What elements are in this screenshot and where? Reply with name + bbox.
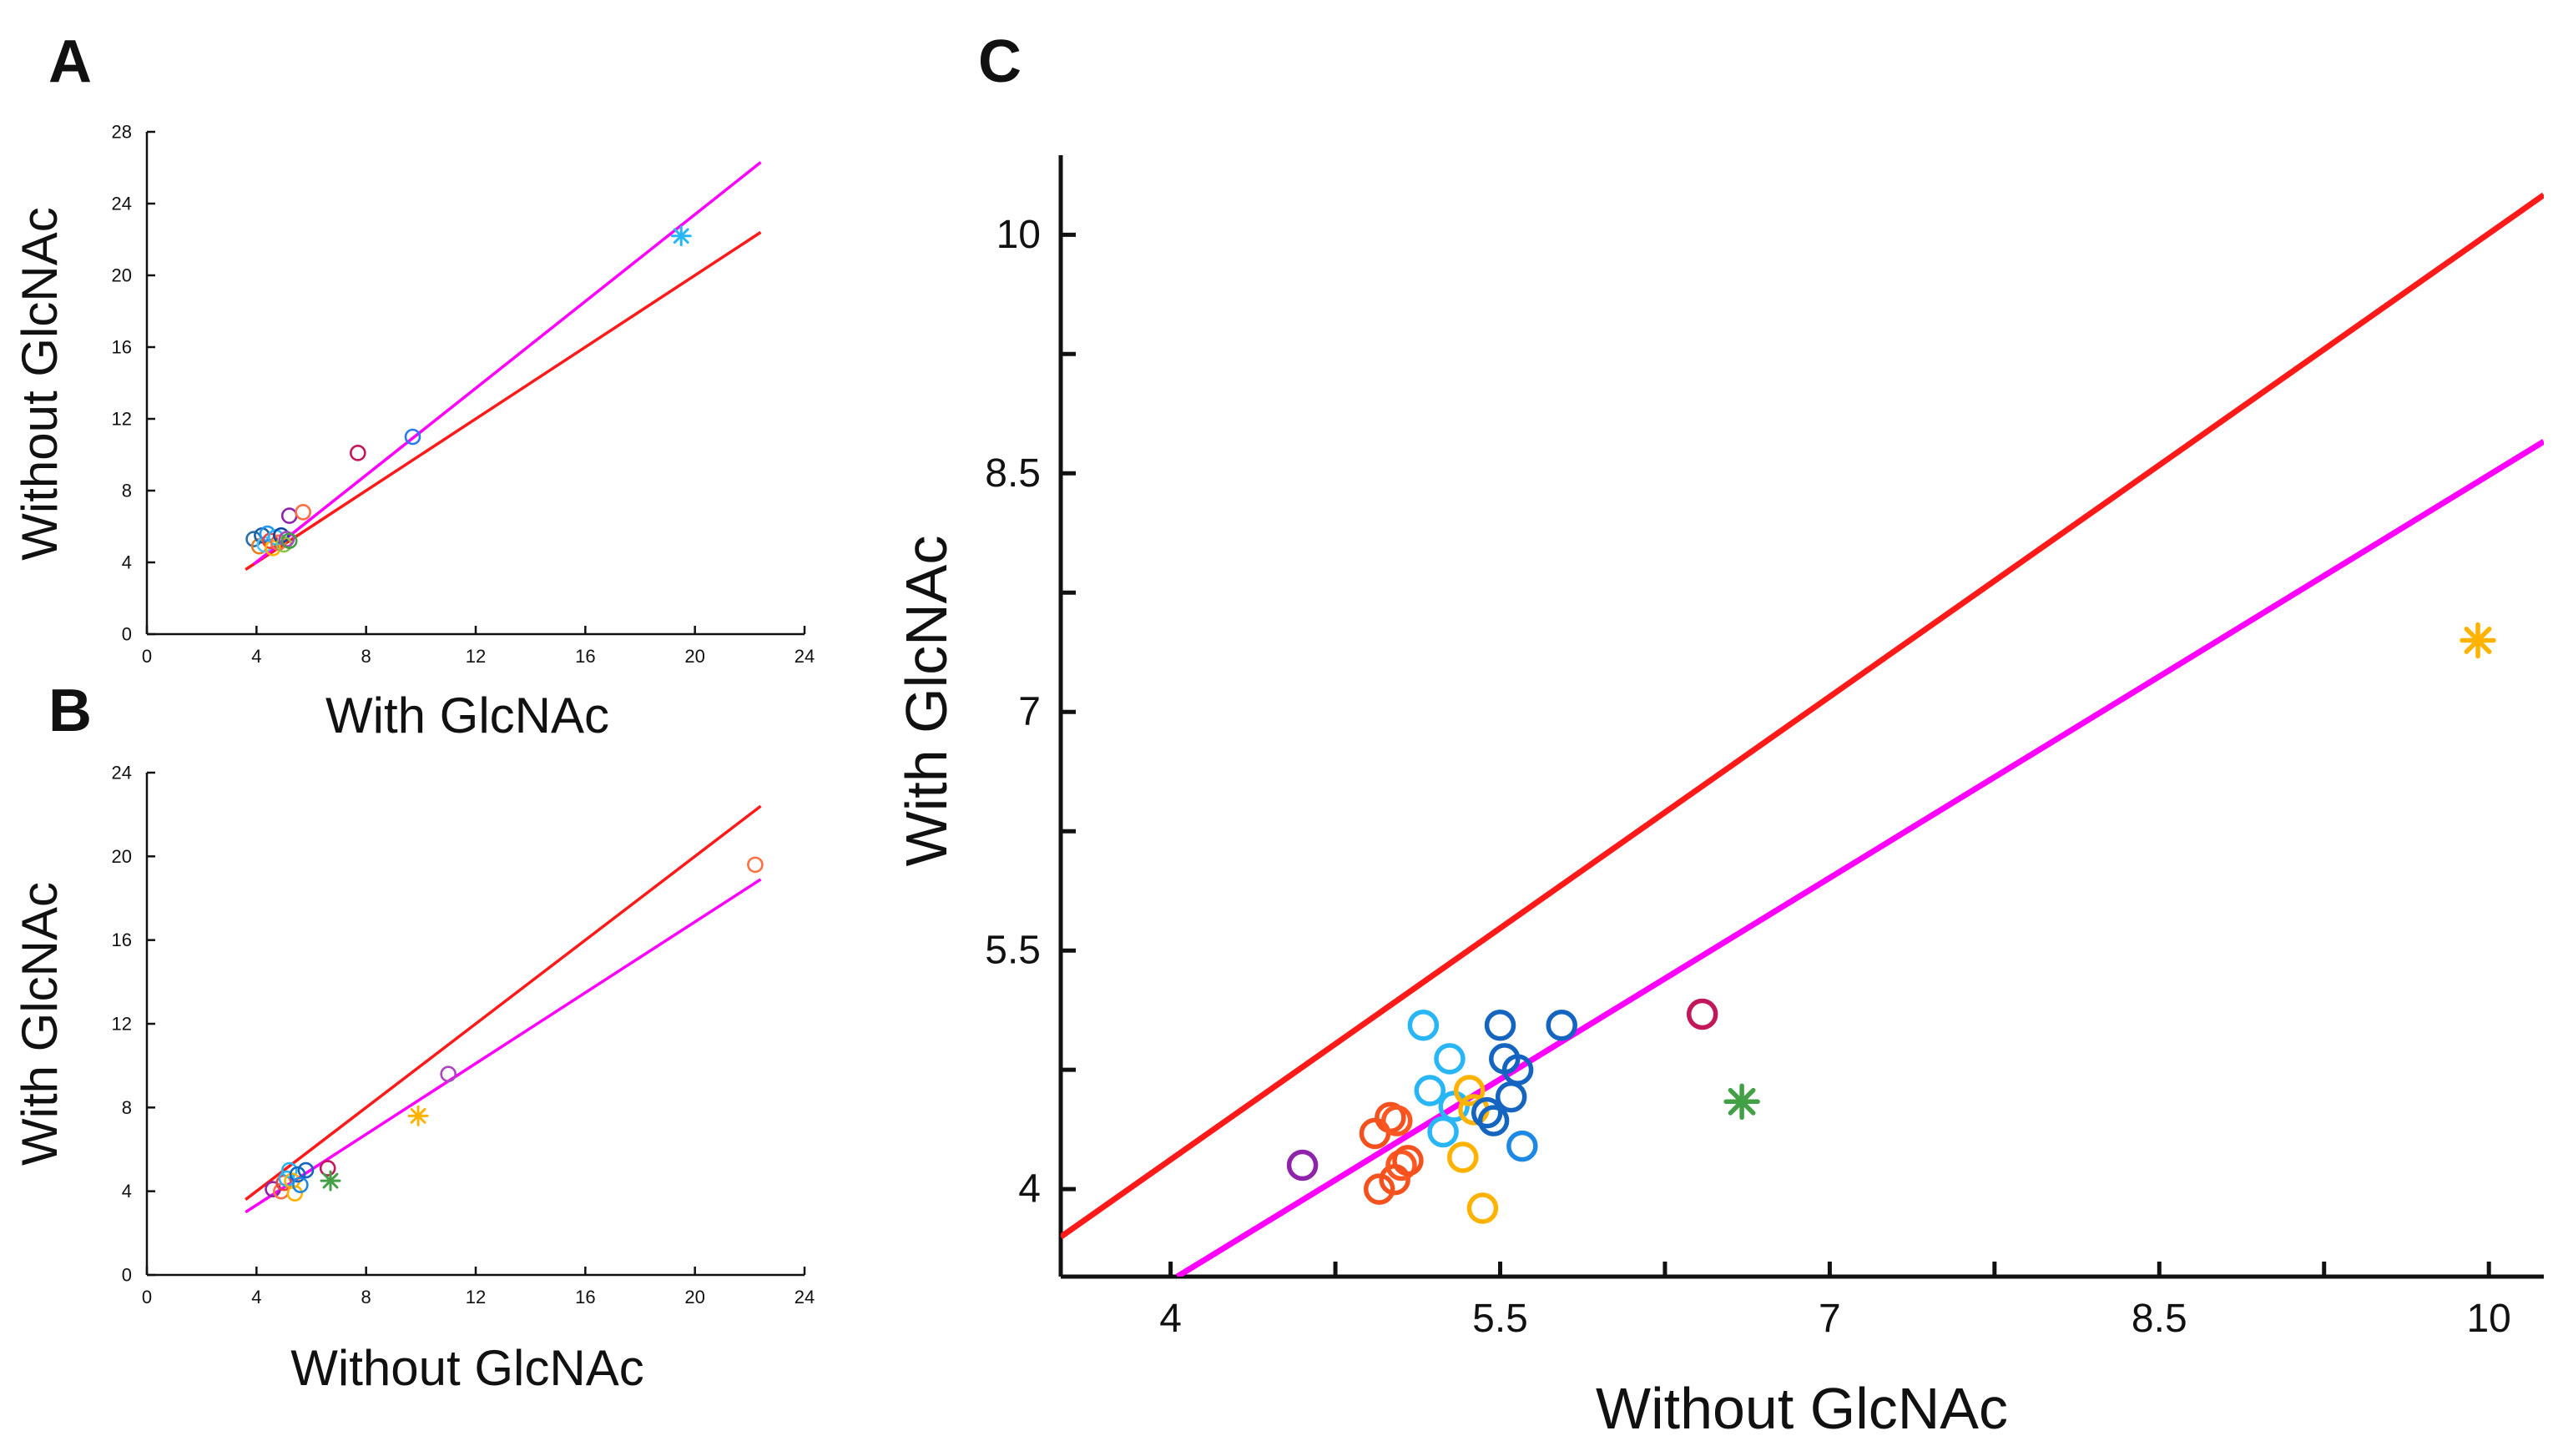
panel-b-y-tick-label: 20 bbox=[112, 846, 132, 867]
panel-a-y-tick-label: 28 bbox=[112, 122, 132, 143]
panel-c-circle-point bbox=[1506, 1130, 1538, 1162]
panel-b-y-tick-label: 4 bbox=[122, 1181, 132, 1202]
panel-a-circle-point bbox=[265, 539, 281, 557]
panel-c-circle-point bbox=[1385, 1149, 1417, 1181]
panel-c-x-tick-label: 10 bbox=[2466, 1297, 2510, 1341]
panel-letter-b: B bbox=[48, 678, 92, 744]
panel-b-red-line bbox=[245, 804, 762, 1202]
panel-c-y-tick-label: 7 bbox=[1018, 690, 1041, 734]
panel-b-star-point bbox=[320, 1170, 341, 1192]
panel-c-circle-point bbox=[1471, 1096, 1503, 1129]
panel-c-circle-point bbox=[1447, 1141, 1479, 1173]
panel-c-y-tick-label: 8.5 bbox=[985, 451, 1041, 496]
panel-a-y-tick-label: 20 bbox=[112, 265, 132, 286]
panel-c-y-tick-label: 5.5 bbox=[985, 929, 1041, 973]
panel-b-y-tick-label: 16 bbox=[112, 930, 132, 950]
panel-b-magenta-line bbox=[245, 878, 762, 1214]
panel-c-circle-point bbox=[1434, 1043, 1466, 1075]
panel-a-x-tick-label: 20 bbox=[684, 646, 704, 667]
panel-b-circle-point bbox=[747, 856, 764, 874]
panel-c-circle-point bbox=[1546, 1010, 1577, 1041]
panel-c-x-tick-label: 4 bbox=[1159, 1297, 1182, 1341]
panel-c-circle-point bbox=[1381, 1105, 1413, 1136]
panel-c-circle-point bbox=[1392, 1145, 1424, 1176]
panel-c-x-tick-label: 5.5 bbox=[1472, 1297, 1528, 1341]
panel-b-circle-point bbox=[286, 1185, 304, 1202]
panel-c-circle-point bbox=[1477, 1105, 1510, 1136]
panel-b-circle-point bbox=[289, 1166, 306, 1183]
panel-b-x-axis-title: Without GlcNAc bbox=[290, 1340, 643, 1396]
panel-a-y-axis-title: Without GlcNAc bbox=[12, 207, 68, 560]
panel-b-x-tick-label: 4 bbox=[251, 1287, 261, 1307]
panel-c-y-tick-label: 4 bbox=[1018, 1167, 1041, 1212]
panel-b-star-point bbox=[407, 1105, 429, 1126]
panel-b-x-tick-label: 24 bbox=[795, 1287, 815, 1307]
panel-a-magenta-line bbox=[252, 161, 762, 566]
panel-a-x-tick-label: 16 bbox=[575, 646, 595, 667]
panel-c-red-line bbox=[1061, 192, 2544, 1240]
panel-a-x-tick-label: 24 bbox=[795, 646, 815, 667]
panel-letter-a: A bbox=[48, 28, 92, 95]
panel-c-circle-point bbox=[1466, 1192, 1499, 1224]
panel-b-y-tick-label: 24 bbox=[112, 763, 132, 783]
panel-b-y-tick-label: 8 bbox=[122, 1097, 132, 1118]
panel-c-circle-point bbox=[1427, 1116, 1459, 1148]
panel-c-circle-point bbox=[1484, 1010, 1516, 1041]
panel-a-x-tick-label: 12 bbox=[466, 646, 486, 667]
panel-b-circle-point bbox=[319, 1160, 336, 1176]
panel-a-x-tick-label: 4 bbox=[251, 646, 261, 667]
panel-c-magenta-line bbox=[1175, 439, 2544, 1277]
panel-c-circle-point bbox=[1686, 998, 1718, 1030]
panel-a-circle-point bbox=[350, 445, 366, 461]
panel-c-scatter: 4 5.5 7 8.5 10 4 5.5 7 8.5 10 Without GlcNAc With G… bbox=[894, 155, 2544, 1441]
panel-letter-c: C bbox=[978, 28, 1022, 95]
panel-a-y-tick-label: 0 bbox=[122, 624, 132, 645]
panel-a-x-tick-label: 0 bbox=[142, 646, 152, 667]
panel-c-star-point bbox=[1723, 1083, 1760, 1121]
panel-a-red-line bbox=[245, 230, 762, 572]
panel-c-x-tick-label: 8.5 bbox=[2132, 1297, 2187, 1341]
panel-c-circle-point bbox=[1414, 1075, 1446, 1106]
panel-a-scatter: 0 4 8 12 16 20 24 0 4 8 12 16 20 24 28 With GlcNAc Witho… bbox=[12, 122, 815, 744]
panel-a-circle-point bbox=[278, 531, 295, 547]
panel-b-circle-point bbox=[292, 1176, 309, 1193]
panel-b-circle-point bbox=[440, 1066, 457, 1082]
panel-b-circle-point bbox=[280, 1161, 298, 1179]
panel-a-circle-point bbox=[280, 507, 298, 524]
panel-a-star-point bbox=[670, 225, 692, 247]
panel-a-y-tick-label: 24 bbox=[112, 194, 132, 214]
panel-a-y-tick-label: 16 bbox=[112, 337, 132, 358]
panel-a-y-tick-label: 4 bbox=[122, 552, 132, 573]
panel-a-x-tick-label: 8 bbox=[361, 646, 371, 667]
panel-a-y-tick-label: 8 bbox=[122, 481, 132, 501]
panel-c-star-point bbox=[2460, 622, 2496, 659]
panel-c-circle-point bbox=[1363, 1173, 1395, 1205]
panel-b-x-tick-label: 12 bbox=[466, 1287, 486, 1307]
panel-c-y-tick-label: 10 bbox=[996, 213, 1041, 257]
panel-b-y-axis-title: With GlcNAc bbox=[12, 882, 68, 1166]
panel-b-y-tick-label: 12 bbox=[112, 1014, 132, 1035]
panel-a-x-axis-title: With GlcNAc bbox=[325, 688, 609, 743]
panel-b-y-tick-label: 0 bbox=[122, 1265, 132, 1286]
panel-b-x-tick-label: 20 bbox=[684, 1287, 704, 1307]
panel-a-circle-point bbox=[295, 503, 311, 521]
panel-b-scatter: 0 4 8 12 16 20 24 0 4 8 12 16 20 24 Without GlcNAc With… bbox=[12, 763, 815, 1397]
panel-c-circle-point bbox=[1407, 1010, 1440, 1041]
panel-c-circle-point bbox=[1495, 1081, 1527, 1113]
panel-c-circle-point bbox=[1286, 1149, 1319, 1181]
panel-c-circle-point bbox=[1453, 1075, 1486, 1106]
panel-b-x-tick-label: 0 bbox=[142, 1287, 152, 1307]
panel-c-x-tick-label: 7 bbox=[1819, 1297, 1841, 1341]
panel-b-x-tick-label: 16 bbox=[575, 1287, 595, 1307]
panel-c-circle-point bbox=[1501, 1054, 1534, 1086]
panel-b-x-tick-label: 8 bbox=[361, 1287, 371, 1307]
panel-a-circle-point bbox=[404, 428, 421, 446]
panel-c-x-axis-title: Without GlcNAc bbox=[1596, 1376, 2008, 1441]
panel-a-y-tick-label: 12 bbox=[112, 409, 132, 430]
panel-b-circle-point bbox=[297, 1161, 315, 1179]
panel-c-y-axis-title: With GlcNAc bbox=[894, 536, 959, 867]
panel-a-circle-point bbox=[280, 532, 298, 550]
